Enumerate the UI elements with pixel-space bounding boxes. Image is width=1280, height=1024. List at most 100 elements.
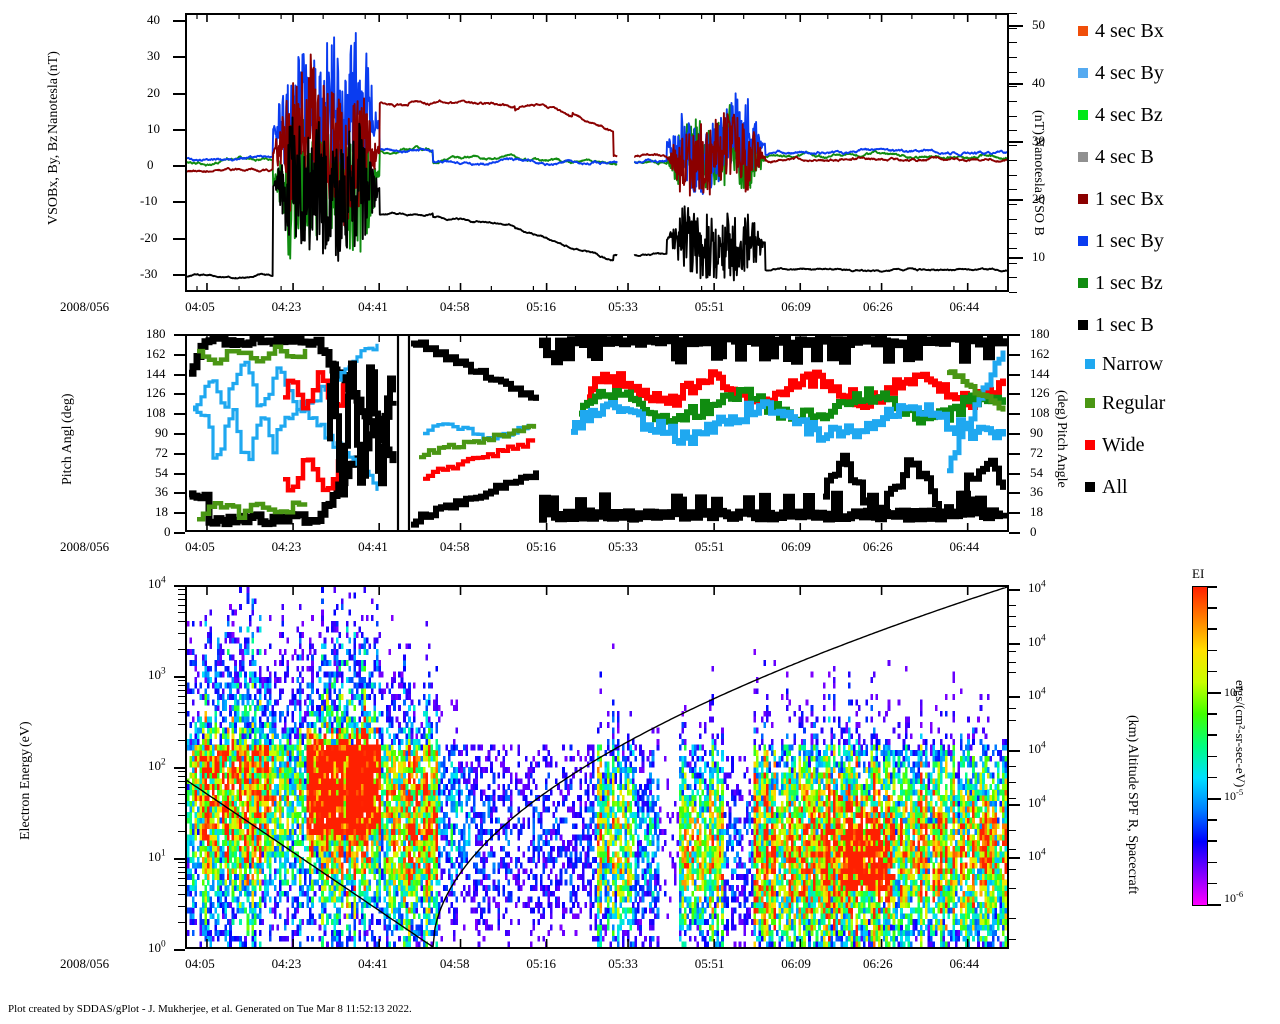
legend-item[interactable]: 4 sec Bz (1078, 94, 1165, 136)
legend-swatch (1085, 398, 1095, 408)
y-tick-label-right: 90 (1030, 425, 1043, 440)
y-minor-tick-right (1009, 130, 1017, 132)
y-minor-tick-right (1009, 86, 1017, 88)
legend-label: 4 sec By (1095, 62, 1164, 84)
y-minor-tick-right (1009, 868, 1016, 870)
x-tick-label: 06:26 (862, 299, 893, 314)
y-minor-tick (178, 787, 185, 789)
y-minor-tick-right (1009, 797, 1016, 799)
y-tick-label-right: 18 (1030, 504, 1043, 520)
y-minor-tick-right (1009, 707, 1016, 709)
y-minor-tick-right (1009, 71, 1017, 73)
y-minor-tick-right (1009, 218, 1017, 220)
y-tick-mark-right (1009, 353, 1020, 356)
y-tick-label: 0 (164, 524, 171, 539)
y-tick-label-right: 72 (1030, 444, 1043, 460)
x-tick-label: 05:33 (608, 956, 638, 971)
y-minor-tick (178, 830, 185, 832)
legend-item[interactable]: 4 sec By (1078, 52, 1165, 94)
y-tick-mark (174, 858, 185, 860)
legend-item[interactable]: 1 sec Bz (1078, 262, 1165, 304)
y-minor-tick-right (1009, 939, 1016, 941)
legend-item[interactable]: 1 sec Bx (1078, 178, 1165, 220)
x-tick-label: 05:16 (526, 956, 556, 971)
pitch-angle-y-axis-title: Pitch Angl (deg) (60, 385, 76, 485)
y-tick-mark-right (1009, 433, 1020, 435)
y-tick-label-right: 50 (1032, 16, 1045, 32)
magnetic-field-right-axis-title: (nT) Nanotesla VSO B (1030, 110, 1047, 236)
y-title-line2: Nanotesla (46, 77, 61, 134)
p2-ry-title-line1: Pitch Angle (1054, 421, 1070, 488)
y-minor-tick-right (1009, 233, 1017, 235)
y-tick-label-right: 104 (1028, 686, 1046, 703)
legend-item[interactable]: Narrow (1085, 346, 1165, 382)
x-tick-label: 05:16 (526, 539, 556, 554)
y-tick-label: 40 (147, 12, 160, 28)
legend-label: Narrow (1102, 353, 1164, 375)
y-tick-mark-right (1009, 199, 1023, 201)
y-tick-label-right: 40 (1032, 74, 1045, 90)
colorbar-tick-mark (1208, 586, 1217, 588)
y-tick-mark (173, 20, 185, 23)
legend-label: Wide (1102, 434, 1145, 456)
y-minor-tick (178, 872, 185, 874)
legend-label: All (1102, 476, 1128, 498)
y-tick-label-right: 20 (1032, 191, 1045, 206)
p3-ry-title-line3: (km) (1125, 715, 1141, 743)
y-tick-mark (174, 472, 185, 475)
x-tick-label: 05:51 (694, 299, 725, 314)
y-tick-label-right: 104 (1028, 633, 1046, 649)
y-tick-mark (174, 373, 185, 376)
legend-item[interactable]: 1 sec B (1078, 304, 1165, 346)
colorbar-tick-mark (1208, 692, 1221, 694)
legend-item[interactable]: Wide (1085, 424, 1165, 466)
colorbar (1192, 586, 1208, 906)
legend-label: 4 sec Bz (1095, 104, 1163, 126)
y-tick-mark (174, 512, 185, 515)
y-minor-tick-right (1009, 42, 1017, 44)
y-tick-label-right: 104 (1028, 847, 1046, 864)
y-minor-tick-right (1009, 849, 1016, 851)
legend-swatch (1078, 236, 1088, 246)
y-minor-tick (178, 866, 185, 868)
legend-swatch (1078, 278, 1088, 288)
legend-item[interactable]: Regular (1085, 382, 1165, 424)
p3-ry-title-line2: Altitude (1125, 744, 1141, 791)
legend-item[interactable]: 4 sec Bx (1078, 10, 1165, 52)
pitch-angle-right-axis-title: (deg) Pitch Angle (1053, 390, 1069, 490)
y-tick-mark (174, 532, 185, 534)
y-minor-tick-right (1009, 719, 1016, 721)
legend-swatch (1085, 482, 1095, 492)
colorbar-tick-label: 10-5 (1224, 787, 1244, 804)
y-minor-tick-right (1009, 27, 1017, 29)
legend-item[interactable]: All (1085, 466, 1165, 508)
y-minor-tick (178, 885, 185, 887)
y-minor-tick (178, 696, 185, 698)
y-tick-label-right: 104 (1028, 794, 1046, 810)
y-tick-label: 102 (148, 757, 166, 773)
y-tick-mark-right (1009, 257, 1023, 260)
y-tick-mark (174, 334, 185, 336)
legend-item[interactable]: 4 sec B (1078, 136, 1165, 178)
colorbar-tick-mark (1208, 713, 1217, 715)
legend-item[interactable]: 1 sec By (1078, 220, 1165, 262)
y-tick-label: 101 (148, 848, 166, 864)
legend-label: 4 sec Bx (1095, 20, 1164, 42)
colorbar-tick-mark (1208, 755, 1217, 758)
y-tick-label: 108 (146, 405, 166, 421)
ry-title-line1: VSO B (1031, 194, 1047, 236)
y-tick-label-right: 104 (1028, 579, 1046, 595)
ry-title-line3: (nT) (1031, 110, 1047, 135)
colorbar-tick-mark (1208, 776, 1217, 779)
colorbar-tick-mark (1208, 819, 1217, 821)
x-tick-label: 05:33 (608, 299, 638, 314)
y-title-line1: VSOBx, By, Bz (46, 135, 61, 225)
x-tick-label: 06:09 (781, 299, 811, 314)
y-title-line3: (nT) (46, 50, 61, 76)
legend-label: 1 sec Bx (1095, 188, 1164, 210)
y-minor-tick (178, 684, 185, 686)
y-minor-tick (178, 803, 185, 805)
x-tick-label: 05:51 (694, 956, 725, 971)
x-tick-label: 04:41 (358, 539, 388, 554)
y-minor-tick-right (1009, 918, 1016, 920)
